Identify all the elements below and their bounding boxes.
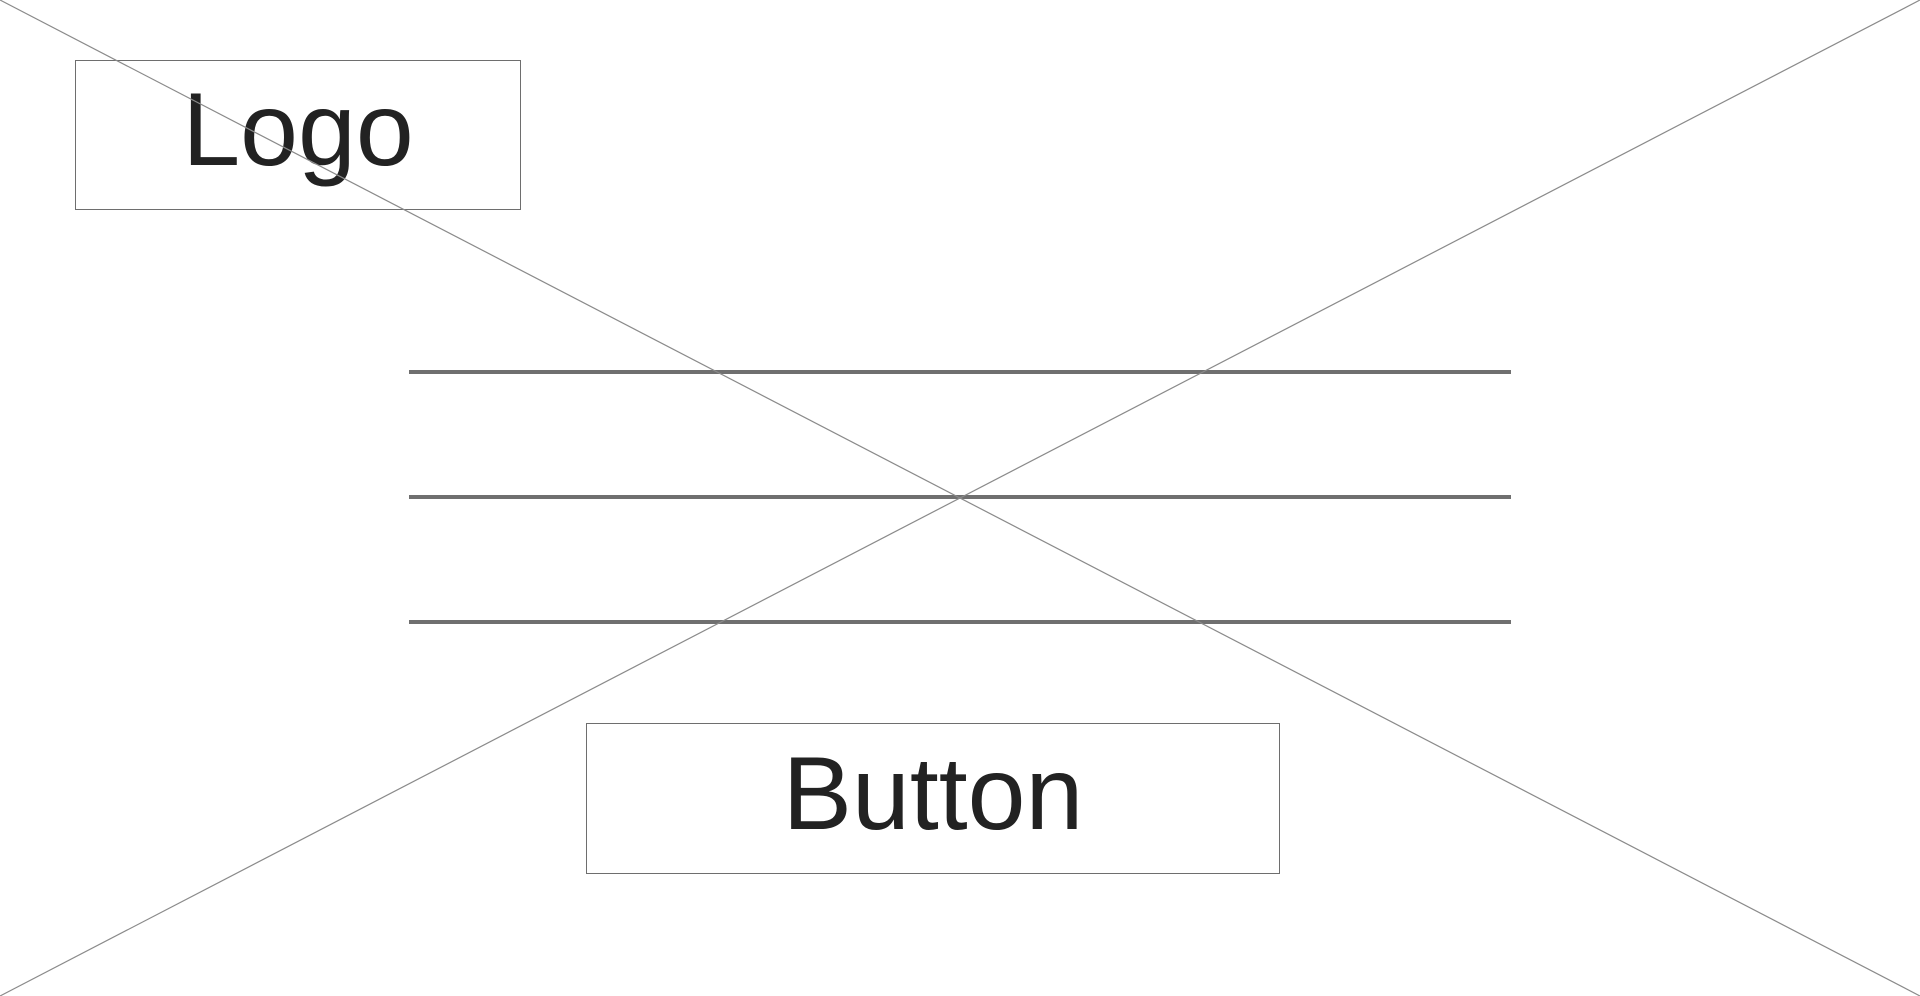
text-placeholder-line-1 <box>409 370 1511 374</box>
text-placeholder-line-2 <box>409 495 1511 499</box>
text-placeholder-line-3 <box>409 620 1511 624</box>
logo-label: Logo <box>182 72 414 188</box>
logo-placeholder[interactable]: Logo <box>75 60 521 210</box>
cta-button[interactable]: Button <box>586 723 1280 874</box>
cta-button-label: Button <box>782 735 1084 852</box>
